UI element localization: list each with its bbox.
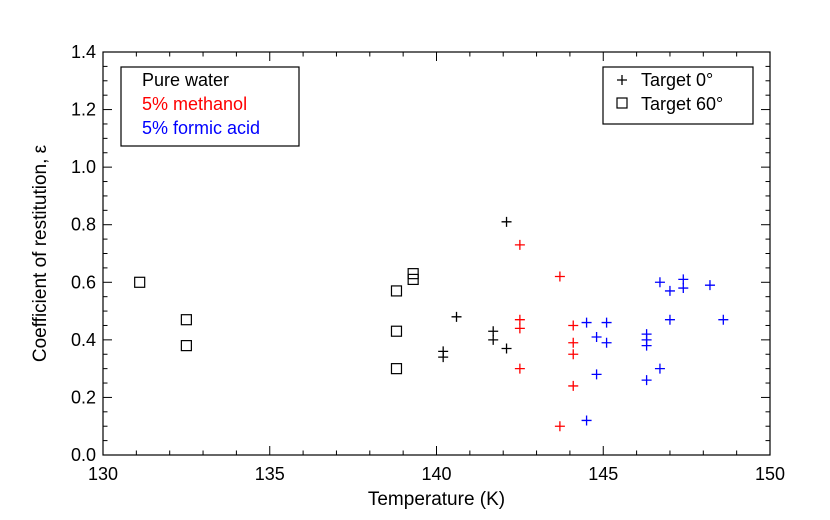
- y-tick-label: 0.0: [71, 445, 96, 465]
- data-point-plus: [591, 369, 602, 380]
- data-point-plus: [501, 343, 512, 354]
- y-tick-label: 0.4: [71, 330, 96, 350]
- data-point-plus: [514, 323, 525, 334]
- data-markers: [134, 216, 729, 432]
- data-point-square: [407, 268, 419, 280]
- series-pure-water-target-60-: [134, 268, 419, 375]
- data-point-plus: [554, 421, 565, 432]
- legend-fluids-box: [120, 66, 300, 147]
- data-point-square: [407, 273, 419, 286]
- data-point-square: [180, 340, 192, 352]
- data-point-plus: [654, 363, 665, 374]
- data-point-plus: [581, 317, 592, 328]
- data-point-plus: [601, 337, 612, 348]
- x-tick-label: 145: [588, 464, 618, 484]
- data-point-plus: [664, 314, 675, 325]
- legend-square-icon: [616, 97, 628, 109]
- x-tick-label: 130: [88, 464, 118, 484]
- data-point-plus: [554, 271, 565, 282]
- data-point-plus: [581, 415, 592, 426]
- data-point-plus: [591, 331, 602, 342]
- legend-fluids-entry-methanol: 5% methanol: [142, 94, 247, 114]
- legend-markers-entry-target-60: Target 60°: [641, 94, 723, 114]
- x-tick-label: 150: [755, 464, 785, 484]
- series-pure-water-target-0-: [438, 216, 512, 363]
- data-point-plus: [451, 311, 462, 322]
- data-point-plus: [568, 349, 579, 360]
- y-axis-label: Coefficient of restitution, ε: [30, 144, 51, 362]
- data-point-plus: [664, 285, 675, 296]
- legend-markers: Target 0° Target 60°: [602, 66, 754, 125]
- data-point-plus: [654, 277, 665, 288]
- data-point-square: [180, 314, 192, 326]
- x-tick-label: 140: [421, 464, 451, 484]
- y-tick-label: 0.6: [71, 272, 96, 292]
- data-point-plus: [718, 314, 729, 325]
- legend-markers-box: [602, 66, 754, 125]
- x-axis-label: Temperature (K): [368, 489, 505, 510]
- data-point-plus: [704, 280, 715, 291]
- axis-ticks: [102, 51, 771, 456]
- y-tick-label: 0.8: [71, 215, 96, 235]
- series-5-formic-acid-target-0-: [581, 274, 729, 426]
- data-point-plus: [568, 380, 579, 391]
- data-point-square: [134, 276, 146, 288]
- legend-fluids-entry-formic-acid: 5% formic acid: [142, 118, 260, 138]
- data-point-plus: [678, 274, 689, 285]
- data-point-plus: [514, 314, 525, 325]
- data-point-square: [390, 285, 403, 297]
- data-point-plus: [568, 337, 579, 348]
- legend-fluids-entry-pure-water: Pure water: [142, 70, 229, 90]
- legend-markers-entry-target-0: Target 0°: [641, 70, 713, 90]
- data-point-plus: [641, 340, 652, 351]
- x-tick-label: 135: [255, 464, 285, 484]
- data-point-plus: [501, 216, 512, 227]
- data-point-plus: [488, 334, 499, 345]
- data-point-plus: [438, 352, 449, 363]
- data-point-plus: [568, 320, 579, 331]
- y-tick-label: 1.4: [71, 42, 96, 62]
- data-point-plus: [601, 317, 612, 328]
- axis-tick-labels: 130 135 140 145 150 0.0 0.2 0.4 0.6 0.8 1.0 1.2 1.4: [71, 42, 785, 484]
- y-tick-label: 1.2: [71, 100, 96, 120]
- data-point-square: [390, 325, 403, 337]
- y-tick-label: 0.2: [71, 387, 96, 407]
- data-point-plus: [488, 326, 499, 337]
- y-tick-label: 1.0: [71, 157, 96, 177]
- data-point-plus: [641, 375, 652, 386]
- data-point-square: [390, 363, 403, 375]
- data-point-plus: [678, 283, 689, 294]
- legend-fluids: Pure water 5% methanol 5% formic acid: [120, 66, 300, 147]
- legend-plus-icon: [617, 75, 627, 85]
- data-point-plus: [514, 239, 525, 250]
- data-point-plus: [514, 363, 525, 374]
- series-5-methanol-target-0-: [514, 239, 579, 432]
